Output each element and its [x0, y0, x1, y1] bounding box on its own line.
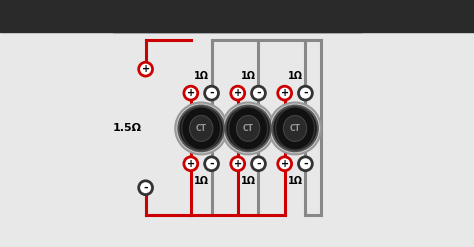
- Text: -: -: [303, 88, 308, 98]
- Circle shape: [278, 86, 292, 100]
- Text: CT: CT: [290, 124, 301, 133]
- Text: -: -: [256, 159, 261, 169]
- Circle shape: [184, 86, 198, 100]
- Circle shape: [299, 86, 312, 100]
- Text: 1Ω: 1Ω: [241, 176, 255, 185]
- Circle shape: [139, 62, 153, 76]
- Circle shape: [299, 157, 312, 171]
- Text: +: +: [187, 159, 195, 169]
- Ellipse shape: [275, 107, 314, 150]
- Circle shape: [231, 157, 245, 171]
- Text: 1Ω: 1Ω: [241, 71, 255, 81]
- Text: +: +: [281, 88, 289, 98]
- Circle shape: [231, 86, 245, 100]
- Circle shape: [205, 86, 219, 100]
- Text: CT: CT: [243, 124, 254, 133]
- Text: -: -: [256, 88, 261, 98]
- Ellipse shape: [182, 107, 220, 150]
- Circle shape: [139, 181, 153, 195]
- Text: 1Ω: 1Ω: [194, 71, 209, 81]
- Circle shape: [222, 103, 274, 154]
- Text: +: +: [234, 159, 242, 169]
- Text: 1Ω: 1Ω: [194, 176, 209, 185]
- Text: +: +: [281, 159, 289, 169]
- Circle shape: [272, 106, 318, 151]
- Text: 1.5Ω: 1.5Ω: [113, 124, 142, 133]
- Circle shape: [205, 157, 219, 171]
- Circle shape: [184, 157, 198, 171]
- Text: -: -: [209, 159, 214, 169]
- Text: 1Ω: 1Ω: [288, 176, 302, 185]
- Ellipse shape: [237, 116, 260, 141]
- Circle shape: [225, 106, 271, 151]
- Bar: [113, 0, 361, 32]
- Text: Three 1 ohm DVC Speaker = 1.5 ohm load: Three 1 ohm DVC Speaker = 1.5 ohm load: [64, 9, 410, 23]
- Text: 1Ω: 1Ω: [288, 71, 302, 81]
- Circle shape: [252, 157, 265, 171]
- Text: -: -: [303, 159, 308, 169]
- Ellipse shape: [283, 116, 307, 141]
- Ellipse shape: [190, 116, 213, 141]
- Circle shape: [269, 103, 321, 154]
- Text: -: -: [209, 88, 214, 98]
- Circle shape: [175, 103, 227, 154]
- Circle shape: [278, 157, 292, 171]
- Text: +: +: [234, 88, 242, 98]
- Text: +: +: [142, 64, 150, 74]
- Text: +: +: [187, 88, 195, 98]
- Ellipse shape: [228, 107, 267, 150]
- Text: -: -: [143, 183, 148, 193]
- Circle shape: [178, 106, 224, 151]
- Text: CT: CT: [196, 124, 207, 133]
- Circle shape: [252, 86, 265, 100]
